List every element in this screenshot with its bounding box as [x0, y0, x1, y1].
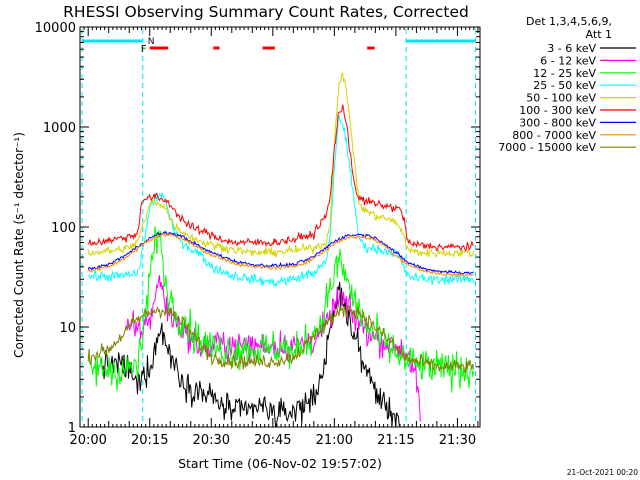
- series-line-3-6-kev: [100, 281, 400, 428]
- x-axis-label: Start Time (06-Nov-02 19:57:02): [178, 456, 382, 471]
- series-line-800-7000-kev: [87, 232, 474, 278]
- y-axis-label: Corrected Count Rate (s⁻¹ detector⁻¹): [12, 132, 26, 358]
- series-line-25-50-kev: [87, 115, 475, 288]
- legend-label: 12 - 25 keV: [533, 67, 596, 80]
- legend-label: 100 - 300 keV: [519, 104, 596, 117]
- y-tick-label: 10: [59, 321, 76, 336]
- series-line-7000-15000-kev: [87, 303, 475, 374]
- legend-label: 3 - 6 keV: [547, 42, 596, 55]
- x-tick-label: 20:00: [69, 433, 106, 448]
- axes: 1 10 100 1000 10000 20:00 20:15 20:30 20:45 21:00…: [35, 21, 480, 448]
- legend-header-line-1: Det 1,3,4,5,6,9,: [526, 15, 612, 28]
- flare-flag-label: F: [141, 44, 147, 55]
- x-tick-label: 21:00: [316, 433, 353, 448]
- legend-label: 7000 - 15000 keV: [498, 141, 596, 154]
- legend-label: 25 - 50 keV: [533, 79, 596, 92]
- x-tick-label: 20:30: [193, 433, 230, 448]
- plot-area: NF: [81, 29, 476, 428]
- chart-title: RHESSI Observing Summary Count Rates, Co…: [63, 3, 469, 21]
- y-tick-label: 100: [51, 221, 76, 236]
- x-tick-label: 21:30: [439, 433, 476, 448]
- night-flag-label: N: [148, 37, 155, 47]
- legend-label: 6 - 12 keV: [540, 54, 596, 67]
- series-line-100-300-kev: [87, 104, 474, 252]
- legend-label: 50 - 100 keV: [526, 92, 596, 105]
- series-line-50-100-kev: [87, 72, 475, 259]
- y-tick-label: 1: [68, 421, 76, 436]
- legend-label: 800 - 7000 keV: [512, 129, 596, 142]
- x-tick-label: 21:15: [377, 433, 414, 448]
- legend-header-line-2: Att 1: [586, 28, 612, 41]
- y-tick-label: 1000: [43, 121, 76, 136]
- x-tick-label: 20:45: [254, 433, 291, 448]
- y-tick-label: 10000: [35, 21, 76, 36]
- legend-label: 300 - 800 keV: [519, 116, 596, 129]
- series-line-300-800-kev: [87, 230, 474, 275]
- footer-date: 21-Oct-2021 00:20: [567, 468, 638, 477]
- x-tick-label: 20:15: [131, 433, 168, 448]
